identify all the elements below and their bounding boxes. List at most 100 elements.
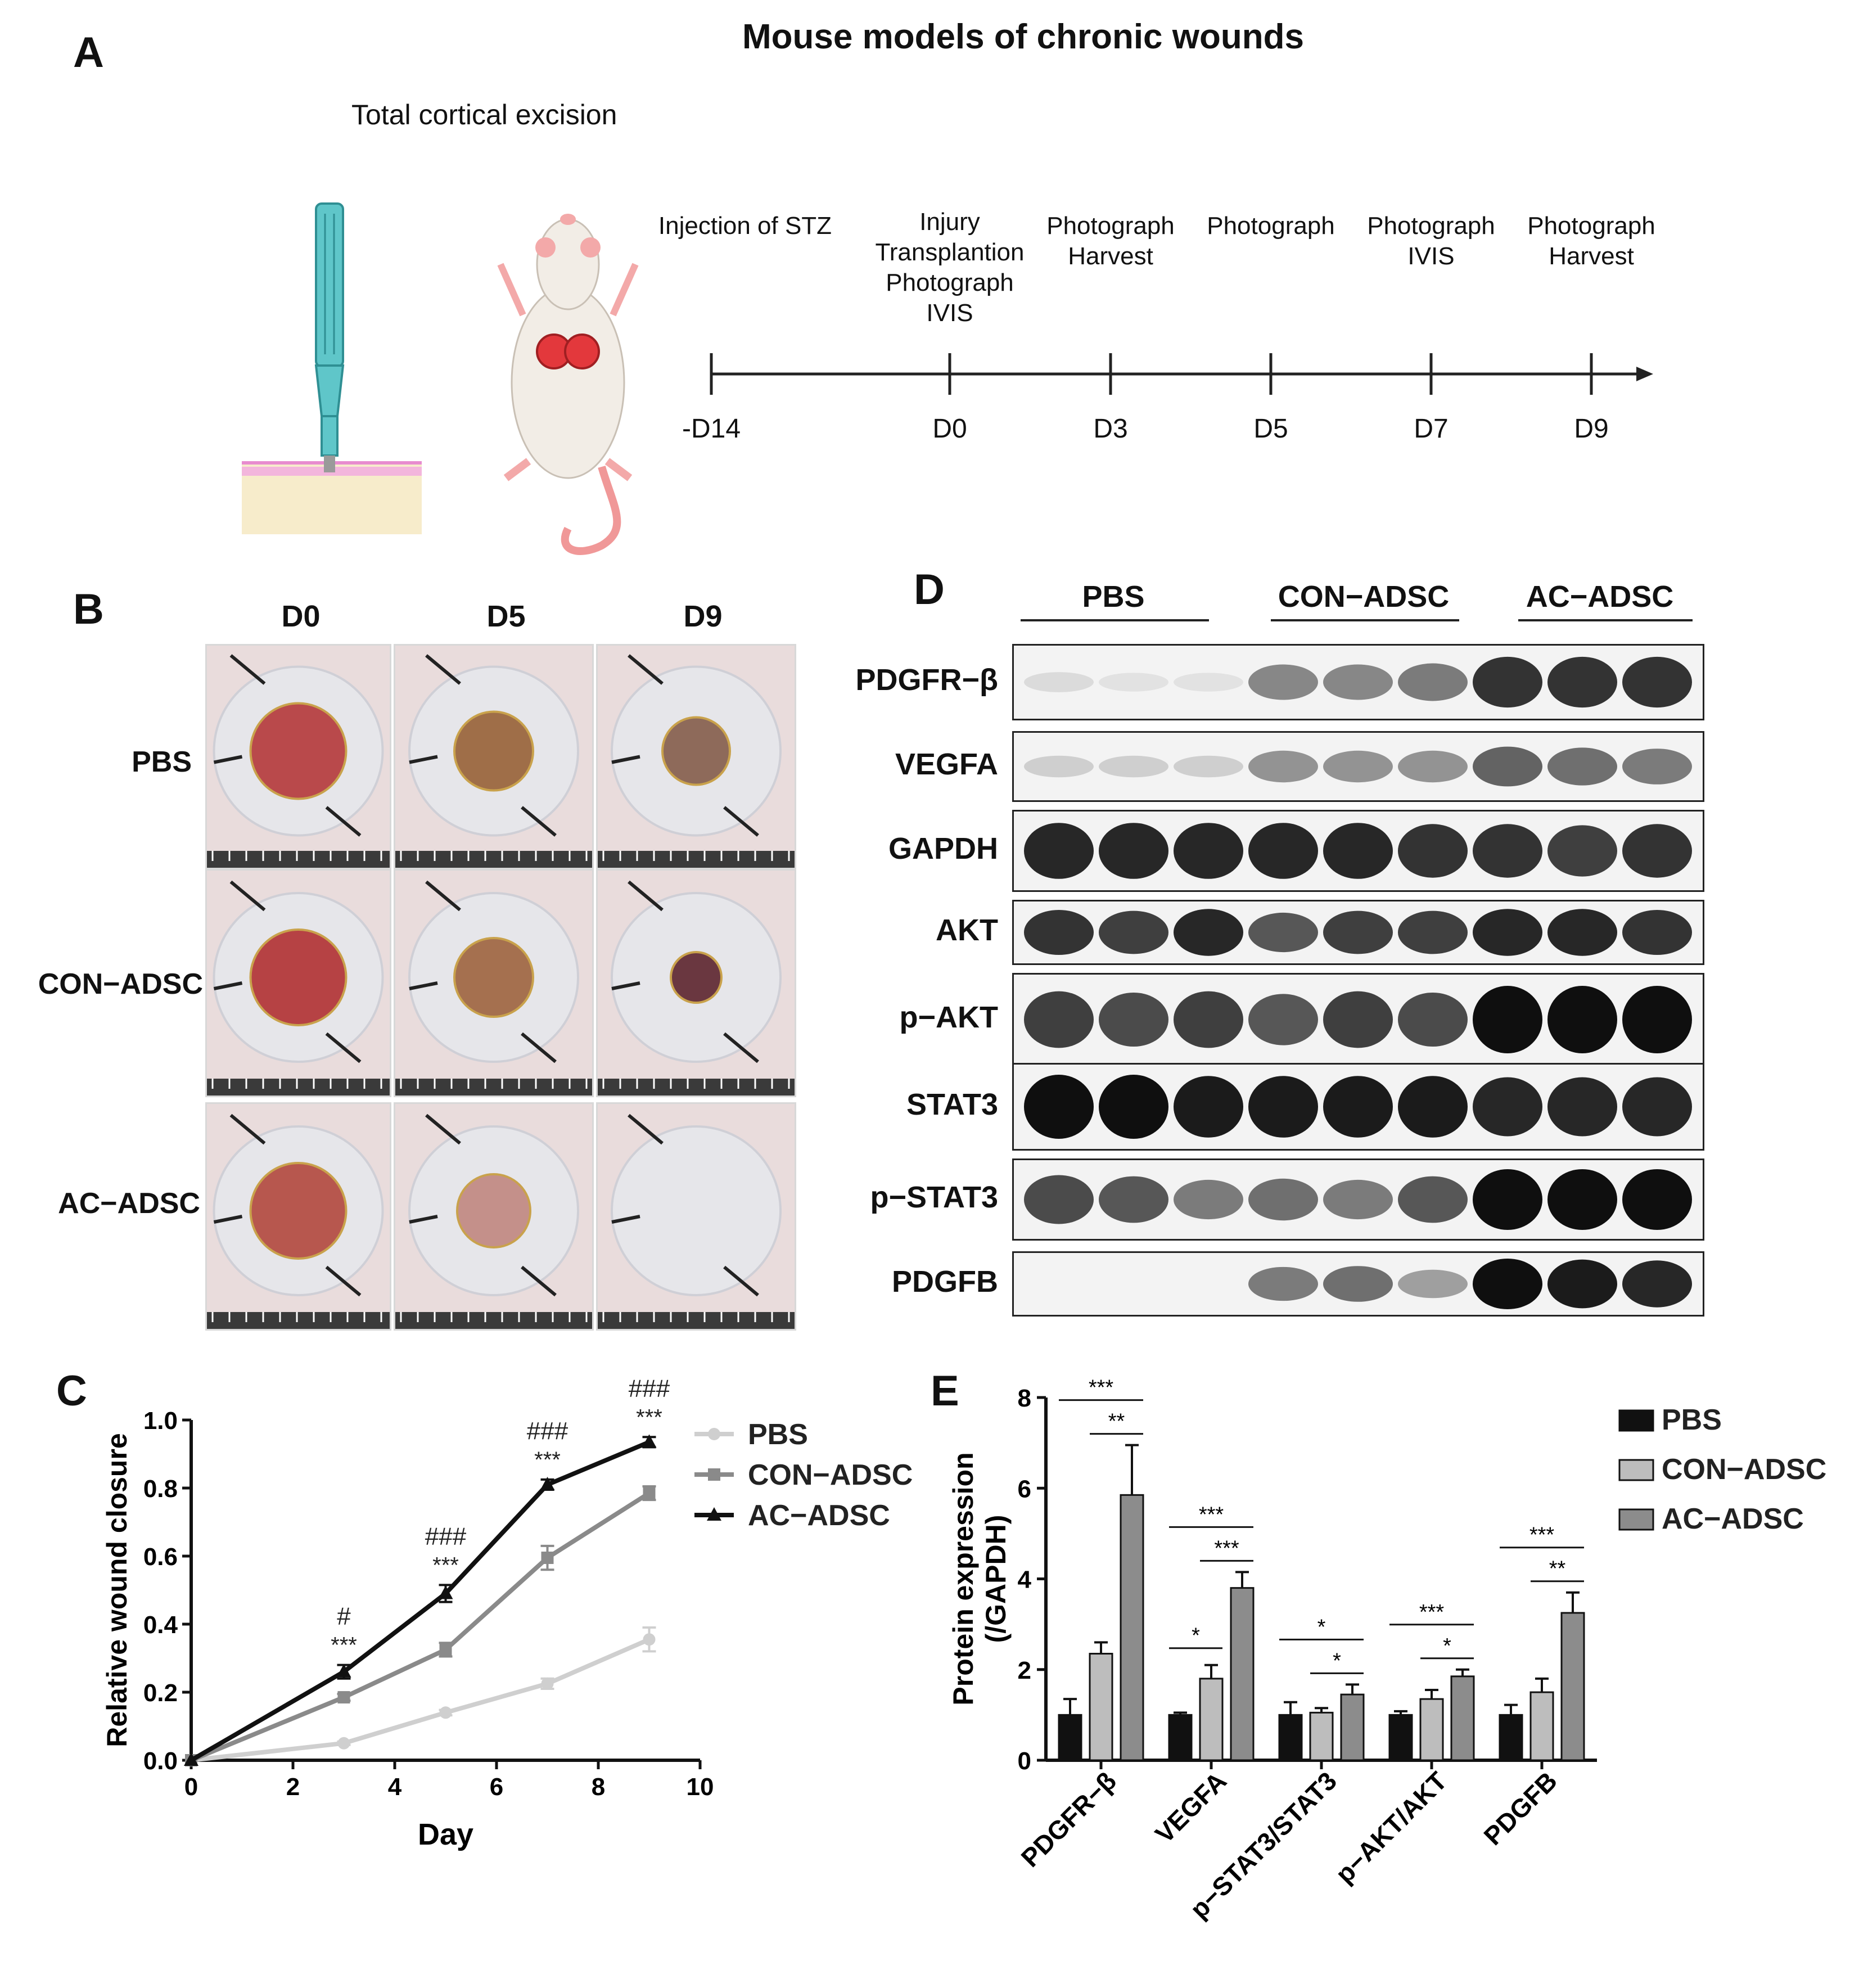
significance-label: *** — [331, 1633, 357, 1658]
ruler — [395, 1312, 592, 1329]
photo-col-header: D0 — [281, 599, 321, 633]
wb-band — [1248, 912, 1318, 953]
wound-area — [249, 928, 348, 1026]
y-tick-label: 0.6 — [143, 1543, 178, 1571]
wound-photo-drawing — [395, 654, 592, 868]
hash-label: ### — [425, 1522, 467, 1550]
x-tick-label: VEGFA — [1149, 1766, 1232, 1849]
data-point — [642, 1434, 657, 1448]
wb-band — [1174, 755, 1243, 778]
photo-row-label: CON−ADSC — [38, 968, 203, 1000]
silicone-splint — [611, 1125, 782, 1296]
wb-protein-label: p−STAT3 — [870, 1180, 998, 1214]
series-line — [191, 1637, 651, 1762]
y-axis-label-line: (/GAPDH) — [980, 1515, 1012, 1643]
x-tick-label: p−AKT/AKT — [1330, 1766, 1452, 1888]
wb-band — [1099, 1276, 1168, 1292]
y-tick-label: 0.2 — [143, 1679, 178, 1707]
wb-group-label: AC−ADSC — [1526, 580, 1674, 614]
significance-label: * — [1443, 1634, 1451, 1658]
wb-strip — [1012, 810, 1704, 892]
wb-band — [1473, 656, 1542, 708]
wb-band — [1248, 823, 1318, 879]
significance-label: *** — [1419, 1601, 1445, 1624]
wb-band — [1398, 824, 1468, 878]
hash-label: ### — [629, 1374, 670, 1402]
timeline-label: Photograph Harvest — [1527, 212, 1655, 270]
ruler — [598, 1079, 795, 1096]
wb-band — [1622, 909, 1692, 955]
wb-strip-drawing — [1024, 746, 1692, 787]
bar — [1168, 1714, 1193, 1761]
suture — [409, 755, 438, 764]
wb-band — [1024, 909, 1094, 955]
suture — [723, 806, 759, 837]
panel-letter-d: D — [914, 566, 945, 614]
wound-area — [453, 710, 534, 792]
wb-strip — [1012, 1063, 1704, 1151]
suture — [628, 654, 664, 685]
suture — [521, 1032, 557, 1063]
significance-label: *** — [534, 1448, 561, 1472]
y-tick-label: 8 — [1018, 1385, 1031, 1412]
wound-photo-drawing — [598, 1114, 795, 1329]
panel-letter-e: E — [931, 1367, 959, 1415]
wb-band — [1547, 986, 1617, 1053]
significance-label: * — [1192, 1624, 1200, 1648]
legend-swatch — [1618, 1459, 1654, 1481]
suture — [325, 1265, 362, 1297]
wb-band — [1024, 991, 1094, 1048]
data-point — [184, 1752, 198, 1766]
panel-letter-a: A — [73, 29, 104, 76]
wound-photo — [205, 869, 391, 1097]
bar — [1309, 1711, 1334, 1761]
wb-band — [1099, 673, 1168, 692]
significance-label: ** — [1549, 1557, 1566, 1581]
wb-band — [1622, 1077, 1692, 1137]
suture — [611, 755, 640, 764]
timeline-label: Photograph IVIS — [1367, 212, 1495, 270]
wb-band — [1099, 1075, 1168, 1139]
bar — [1388, 1714, 1413, 1761]
wb-band — [1323, 1179, 1393, 1220]
legend-marker — [708, 1468, 720, 1481]
bar — [1089, 1653, 1113, 1761]
significance-label: *** — [432, 1553, 459, 1577]
x-tick-label: PDGFB — [1478, 1766, 1563, 1851]
wb-band — [1622, 656, 1692, 708]
photo-row-label: AC−ADSC — [58, 1187, 200, 1220]
significance-label: *** — [1089, 1376, 1114, 1400]
wound-photo — [205, 644, 391, 869]
wb-band — [1473, 746, 1542, 787]
wb-band — [1024, 1175, 1094, 1224]
wb-band — [1174, 1276, 1243, 1292]
panel-letter-b: B — [73, 585, 104, 633]
wb-band — [1622, 824, 1692, 878]
wb-band — [1547, 1077, 1617, 1137]
wb-band — [1323, 1266, 1393, 1302]
timeline-label: Photograph Harvest — [1046, 212, 1175, 270]
wb-strip-drawing — [1024, 656, 1692, 708]
timeline-day: D3 — [1093, 414, 1128, 444]
wb-band — [1174, 823, 1243, 879]
y-axis-label: Protein expression(/GAPDH) — [947, 1452, 1012, 1705]
wb-strip — [1012, 1251, 1704, 1317]
ruler — [598, 851, 795, 868]
y-tick-label: 6 — [1018, 1475, 1031, 1503]
wb-band — [1323, 1076, 1393, 1138]
wound-photo — [394, 869, 594, 1097]
wb-band — [1174, 673, 1243, 692]
wb-band — [1248, 1266, 1318, 1301]
wb-band — [1099, 823, 1168, 879]
y-axis-label: Relative wound closure — [101, 1433, 133, 1747]
wb-band — [1099, 1176, 1168, 1223]
wound-photo-drawing — [395, 1114, 592, 1329]
wb-band — [1398, 1076, 1468, 1138]
wb-strip-drawing — [1024, 909, 1692, 956]
wb-band — [1323, 664, 1393, 700]
wb-band — [1099, 993, 1168, 1047]
wb-band — [1547, 656, 1617, 708]
wb-group-label: PBS — [1082, 580, 1145, 614]
legend-label: AC−ADSC — [748, 1499, 890, 1532]
biopsy-punch-illustration — [242, 202, 422, 534]
